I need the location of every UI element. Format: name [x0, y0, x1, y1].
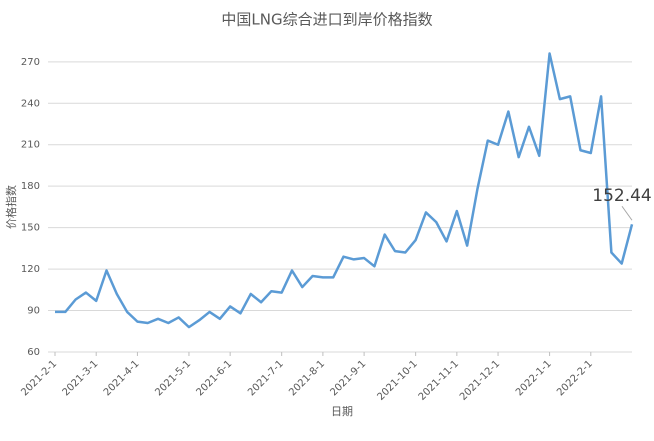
y-tick-label: 150 — [21, 223, 40, 234]
x-tick-label: 2021-11-1 — [417, 358, 461, 402]
y-tick-label: 180 — [21, 181, 40, 192]
x-tick-label: 2022-1-1 — [514, 358, 554, 398]
line-series — [55, 52, 634, 329]
y-tick-label: 90 — [27, 306, 40, 317]
label-leader — [621, 205, 633, 221]
x-tick-label: 2021-5-1 — [153, 358, 193, 398]
x-tick-label: 2021-3-1 — [61, 358, 101, 398]
y-axis-label: 价格指数 — [4, 185, 18, 229]
y-tick-label: 210 — [21, 140, 40, 151]
y-tick-label: 120 — [21, 264, 40, 275]
x-tick-label: 2021-8-1 — [287, 358, 327, 398]
x-tick-label: 2021-12-1 — [458, 358, 502, 402]
y-tick-label: 60 — [27, 347, 40, 358]
x-tick-label: 2021-4-1 — [102, 358, 142, 398]
chart-title: 中国LNG综合进口到岸价格指数 — [221, 11, 432, 29]
data-label: 152.44 — [592, 186, 651, 206]
x-tick-label: 2021-9-1 — [328, 358, 368, 398]
x-axis-label: 日期 — [331, 405, 353, 418]
x-tick-label: 2021-10-1 — [375, 358, 419, 402]
x-tick-label: 2022-2-1 — [555, 358, 595, 398]
y-tick-label: 240 — [21, 98, 40, 109]
y-tick-label: 270 — [21, 57, 40, 68]
x-tick-label: 2021-2-1 — [19, 358, 59, 398]
x-tick-label: 2021-6-1 — [195, 358, 235, 398]
x-tick-label: 2021-7-1 — [246, 358, 286, 398]
